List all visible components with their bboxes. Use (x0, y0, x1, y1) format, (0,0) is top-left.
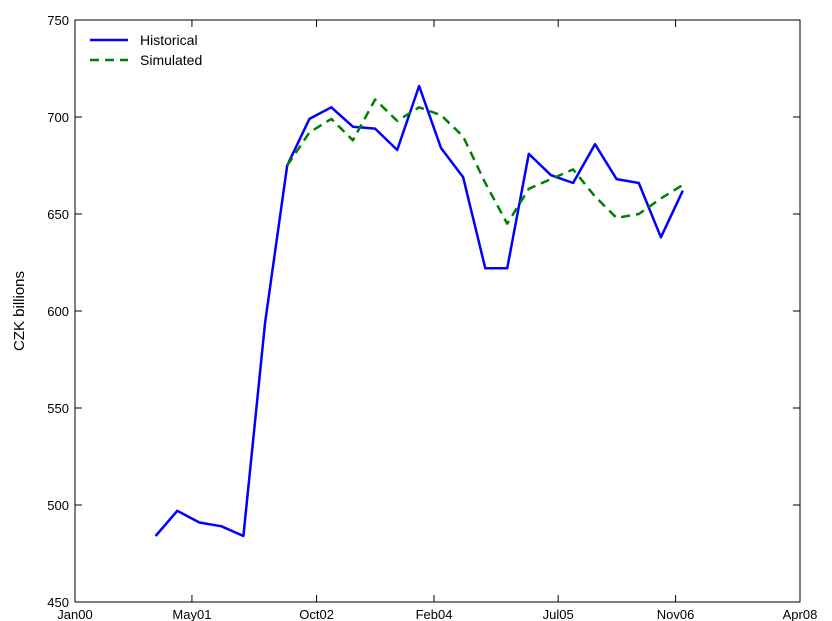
y-tick-label: 700 (47, 110, 69, 125)
y-tick-label: 650 (47, 207, 69, 222)
x-tick-label: Jan00 (57, 607, 92, 621)
y-tick-label: 500 (47, 498, 69, 513)
x-tick-label: Nov06 (657, 607, 695, 621)
x-tick-label: Jul05 (543, 607, 574, 621)
series-layer (154, 84, 684, 538)
series-line-simulated (286, 98, 684, 225)
series-line-historical (154, 84, 684, 538)
y-tick-label: 450 (47, 595, 69, 610)
legend-label-simulated: Simulated (140, 52, 202, 68)
y-axis-label: CZK billions (11, 271, 28, 351)
y-tick-label: 600 (47, 304, 69, 319)
y-tick-label: 750 (47, 13, 69, 28)
x-tick-label: Oct02 (299, 607, 334, 621)
ticks-layer: Jan00 May01 Oct02 Feb04 Jul05 Nov06 Apr08 450 50… (47, 13, 817, 621)
x-tick-label: Feb04 (416, 607, 453, 621)
x-tick-label: May01 (172, 607, 211, 621)
legend: Historical Simulated (90, 32, 202, 68)
y-tick-label: 550 (47, 401, 69, 416)
x-tick-label: Apr08 (783, 607, 818, 621)
legend-label-historical: Historical (140, 32, 198, 48)
